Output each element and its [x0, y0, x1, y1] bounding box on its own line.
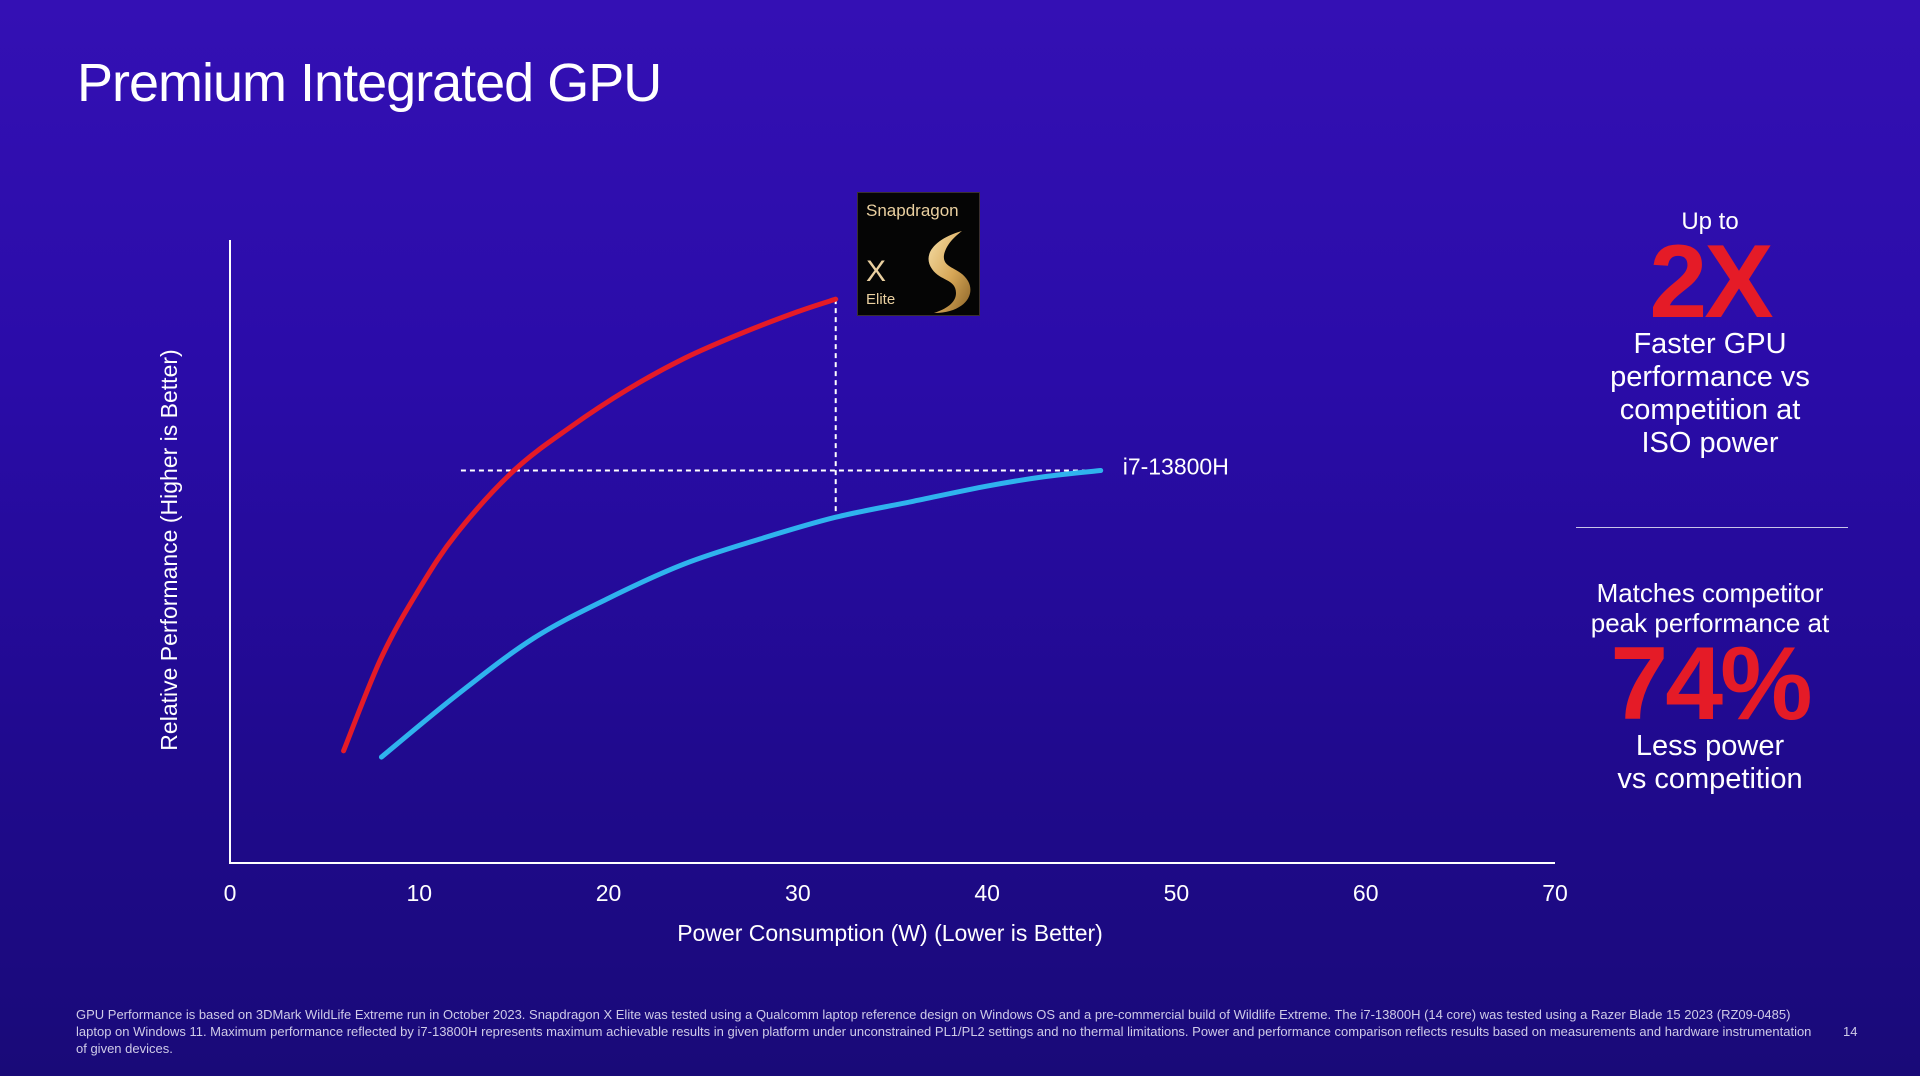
- x-axis-label: Power Consumption (W) (Lower is Better): [677, 920, 1103, 946]
- callout-description-line: performance vs: [1610, 361, 1810, 393]
- x-tick-label: 30: [785, 880, 811, 906]
- callout-description-line: competition at: [1619, 394, 1801, 426]
- series-label-i7: i7-13800H: [1123, 454, 1229, 480]
- x-tick-label: 60: [1353, 880, 1379, 906]
- x-tick-label: 10: [406, 880, 432, 906]
- callout-description-line: Faster GPU: [1633, 328, 1787, 360]
- callout-intro-line: Matches competitor: [1596, 578, 1824, 608]
- y-axis-label: Relative Performance (Higher is Better): [156, 349, 182, 750]
- i7-13800h-curve: [378, 468, 1104, 760]
- snapdragon-swirl-icon: [928, 231, 971, 313]
- x-tick-label: 0: [224, 880, 237, 906]
- x-tick-label: 40: [974, 880, 1000, 906]
- peak-performance-callout: Matches competitor peak performance at 7…: [1560, 578, 1860, 796]
- callout-intro-line: peak performance at: [1590, 608, 1830, 638]
- logo-elite-text: Elite: [866, 291, 896, 308]
- series-curves: [341, 296, 1104, 760]
- iso-power-callout: Up to 2X Faster GPU performance vs compe…: [1570, 208, 1850, 460]
- x-tick-labels: 0 10 20 30 40 50 60 70: [224, 880, 1568, 906]
- x-tick-label: 20: [596, 880, 622, 906]
- snapdragon-x-elite-logo: Snapdragon X Elite: [857, 192, 980, 316]
- callout-description-line: Less power: [1635, 730, 1785, 762]
- footnote-disclaimer: GPU Performance is based on 3DMark WildL…: [76, 1007, 1812, 1056]
- callout-divider: [1576, 527, 1848, 528]
- guide-lines: [460, 299, 1101, 518]
- callout-description-line: vs competition: [1617, 763, 1803, 795]
- logo-x-text: X: [866, 255, 887, 288]
- x-tick-label: 70: [1542, 880, 1568, 906]
- logo-brand-text: Snapdragon: [866, 201, 959, 220]
- x-tick-label: 50: [1164, 880, 1190, 906]
- page-number: 14: [1843, 1024, 1858, 1039]
- snapdragon-curve: [341, 296, 839, 754]
- callout-description-line: ISO power: [1641, 427, 1779, 459]
- callout-up-to-text: Up to: [1681, 208, 1739, 235]
- callout-2x-value: 2X: [1649, 224, 1773, 340]
- callout-74-percent-value: 74%: [1610, 626, 1812, 742]
- page-title: Premium Integrated GPU: [77, 53, 662, 113]
